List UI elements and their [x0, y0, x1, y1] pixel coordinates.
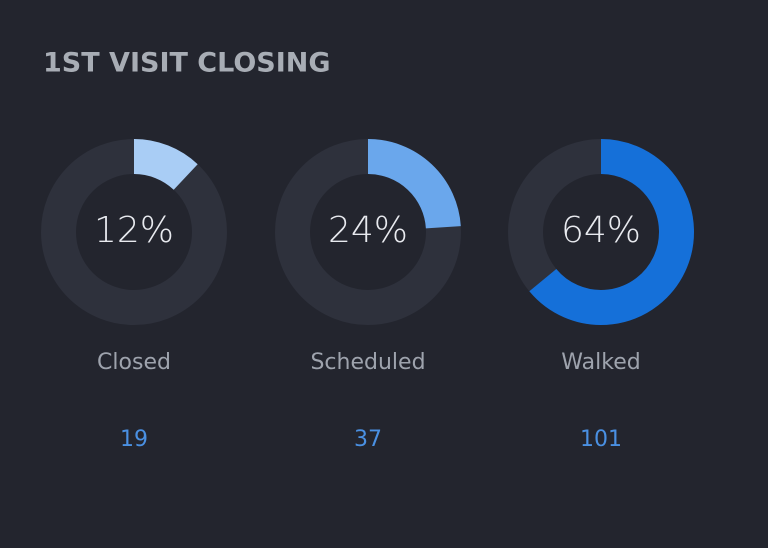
donut-arc	[133, 139, 198, 191]
percent-label: 12%	[94, 210, 174, 251]
gauge-label: Scheduled	[310, 350, 425, 375]
percent-label: 24%	[328, 210, 408, 251]
percent-label: 64%	[561, 210, 641, 251]
gauge-count: 19	[120, 427, 148, 452]
gauge-label: Closed	[97, 350, 171, 375]
gauge-label: Walked	[561, 350, 640, 375]
gauge-count: 101	[580, 427, 622, 452]
panel-title: 1ST VISIT CLOSING	[43, 48, 331, 79]
gauge-count: 37	[354, 427, 382, 452]
donut-arc	[529, 139, 694, 325]
donut-arc	[367, 139, 461, 230]
